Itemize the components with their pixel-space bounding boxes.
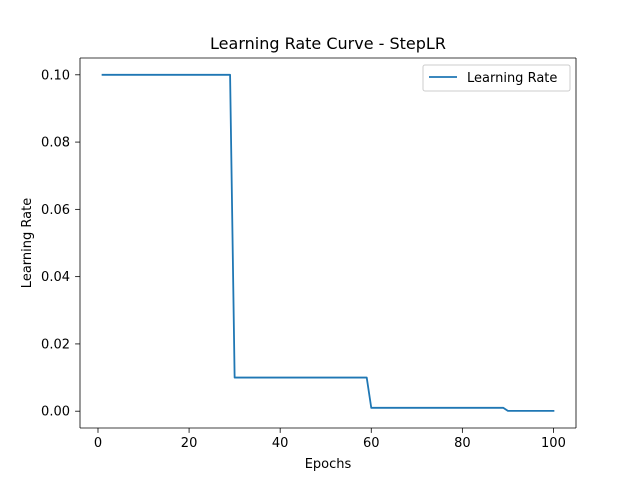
y-axis-label: Learning Rate xyxy=(20,198,35,288)
plot-area xyxy=(80,58,576,428)
legend-box xyxy=(422,64,571,92)
y-tick-label: 0.06 xyxy=(41,203,70,218)
x-tick-label: 60 xyxy=(363,436,380,451)
y-tick-label: 0.02 xyxy=(41,337,70,352)
y-axis: 0.00 0.02 0.04 0.06 0.08 0.10 xyxy=(41,68,80,420)
y-tick-label: 0.04 xyxy=(41,270,70,285)
x-tick-label: 20 xyxy=(181,436,198,451)
y-tick-label: 0.08 xyxy=(41,136,70,151)
x-axis-label: Epochs xyxy=(305,457,352,472)
chart-title: Learning Rate Curve - StepLR xyxy=(210,34,446,53)
x-tick-label: 80 xyxy=(454,436,471,451)
legend-label-learning-rate: Learning Rate xyxy=(467,71,557,86)
y-tick-label: 0.10 xyxy=(41,68,70,83)
x-tick-label: 0 xyxy=(94,436,102,451)
line-layer xyxy=(101,73,555,412)
x-axis: 0 20 40 60 80 100 xyxy=(94,428,566,451)
plot-frame xyxy=(79,57,577,429)
x-tick-label: 40 xyxy=(272,436,289,451)
y-tick-label: 0.00 xyxy=(41,405,70,420)
x-tick-label: 100 xyxy=(541,436,566,451)
legend: Learning Rate xyxy=(422,64,571,92)
series-line-learning-rate xyxy=(101,73,555,412)
